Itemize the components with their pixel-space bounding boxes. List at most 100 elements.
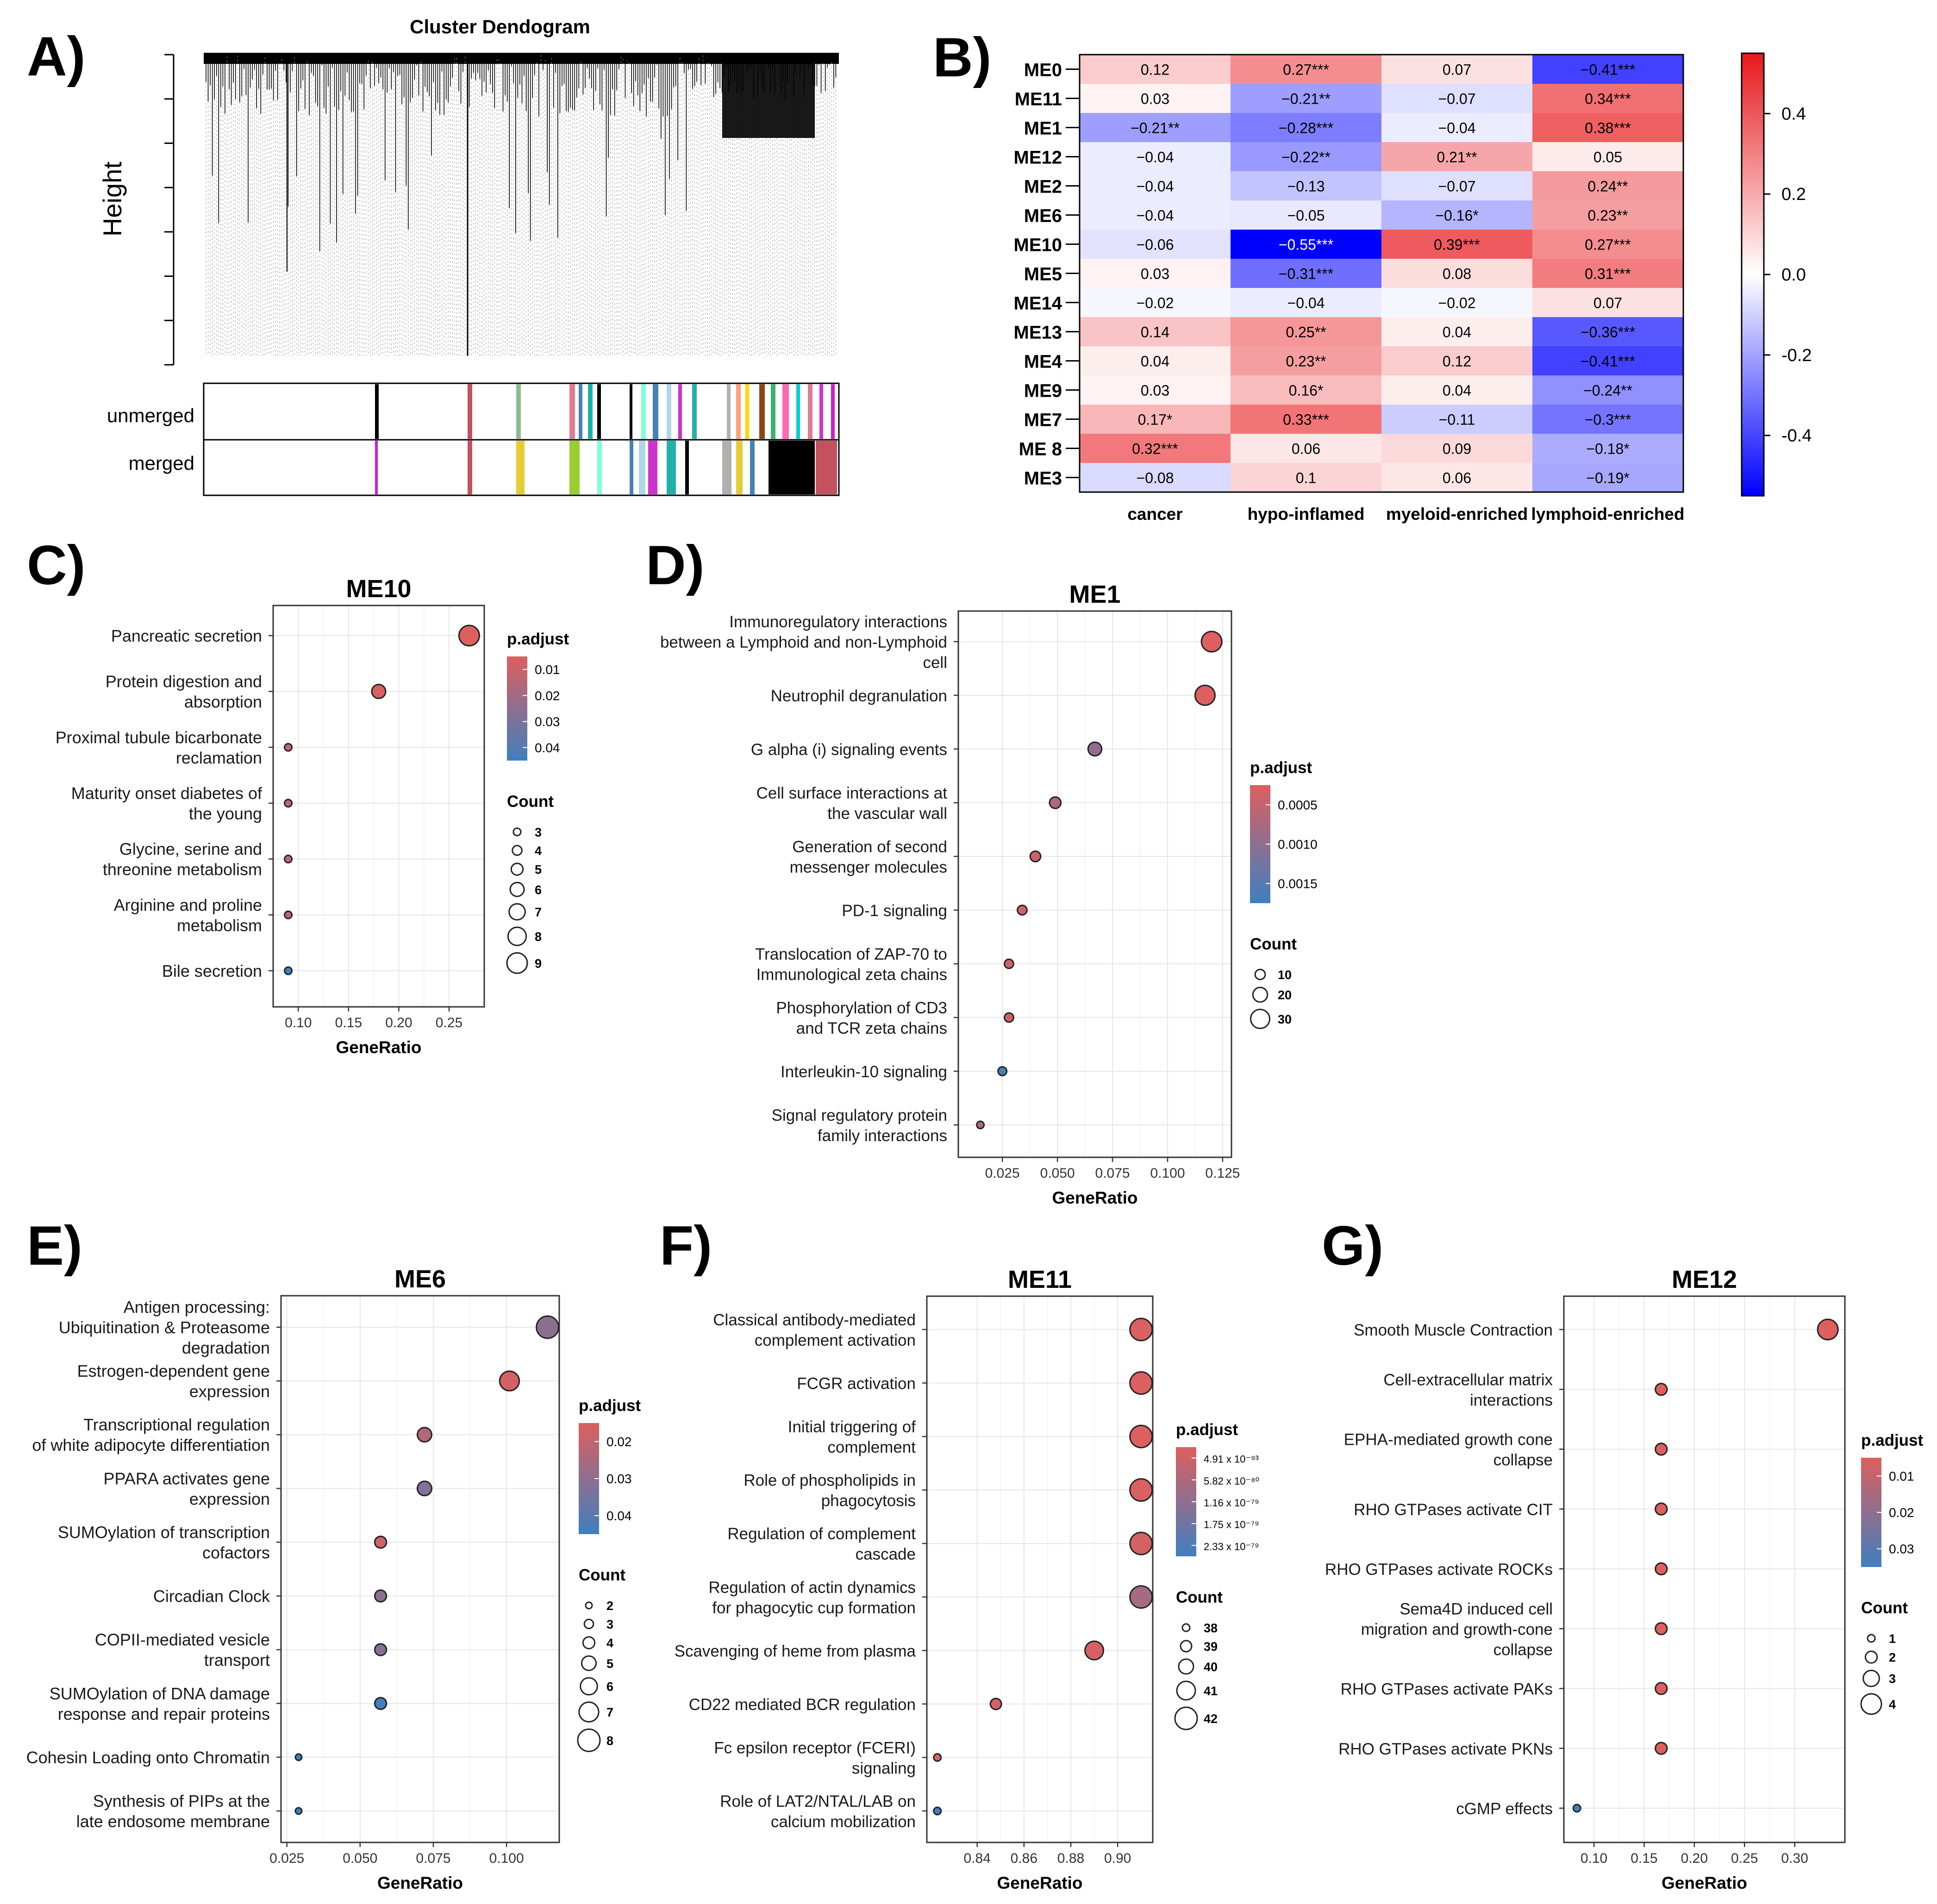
legend-size-circle [509, 881, 525, 897]
legend-size-label: 30 [1278, 1012, 1292, 1026]
dotplot-term-label: response and repair proteins [58, 1704, 270, 1723]
dotplot-point [1129, 1424, 1153, 1448]
dotplot-term-label: Synthesis of PIPs at the [93, 1792, 270, 1810]
unmerged-module-bar [667, 384, 671, 439]
dotplot-term-label: Initial triggering of [788, 1418, 916, 1436]
dotplot-term-label: Circadian Clock [153, 1587, 270, 1606]
heatmap-cell [1381, 200, 1532, 230]
merged-module-bar [685, 441, 689, 494]
legend-size-label: 2 [606, 1599, 613, 1613]
legend-size-label: 3 [606, 1617, 613, 1631]
legend-color-title: p.adjust [579, 1397, 641, 1415]
heatmap-cell-label: −0.41*** [1581, 353, 1635, 370]
dotplot-x-tick-label: 0.10 [1581, 1851, 1607, 1866]
heatmap-row-label: ME6 [1024, 206, 1062, 226]
legend-size-circle [581, 1655, 597, 1671]
legend-color-tick-label: 2.33 x 10⁻⁷⁹ [1204, 1541, 1259, 1552]
dotplot-point [1655, 1682, 1668, 1695]
dotplot-point [976, 1120, 985, 1130]
dotplot-term-label: metabolism [177, 916, 262, 935]
dotplot-x-tick-label: 0.84 [964, 1851, 991, 1866]
dendrogram-y-ticks [164, 54, 174, 366]
heatmap-cell-label: −0.04 [1137, 178, 1174, 195]
legend-size-label: 4 [606, 1636, 613, 1650]
legend-size-circle [577, 1728, 601, 1752]
heatmap-cell [1231, 230, 1381, 259]
heatmap-cell [1532, 142, 1683, 171]
dotplot-term-label: Phosphorylation of CD3 [776, 999, 947, 1017]
unmerged-module-bar [808, 384, 812, 439]
legend-size-circle [582, 1636, 596, 1649]
dotplot-point [1655, 1742, 1668, 1755]
dotplot-term-label: signaling [852, 1759, 916, 1777]
unmerged-module-bar [579, 384, 582, 439]
dotplot-point [294, 1753, 303, 1761]
dotplot-term-label: collapse [1493, 1451, 1553, 1469]
panel-g: G) ME12 Smooth Muscle Contraction Cell-ext… [1322, 1215, 1924, 1892]
dotplot-x-tick-label: 0.10 [285, 1015, 312, 1030]
heatmap-cell [1532, 171, 1683, 200]
merged-module-bar [630, 441, 633, 494]
legend-color-tick-label: 0.0015 [1278, 877, 1318, 891]
heatmap-cell-label: 0.25** [1286, 324, 1326, 341]
legend-size-label: 4 [535, 844, 542, 858]
dotplot-x-label: GeneRatio [1052, 1188, 1137, 1207]
colorbar-tick-label: 0.4 [1781, 104, 1806, 124]
dotplot-term-label: Sema4D induced cell [1400, 1600, 1553, 1618]
dotplot-frame [926, 1295, 1154, 1843]
heatmap-row-label: ME14 [1014, 293, 1062, 314]
panel-letter-e: E) [27, 1215, 82, 1277]
heatmap-cell [1080, 113, 1231, 142]
dotplot-term-label: degradation [182, 1338, 270, 1357]
dotplot-point [458, 624, 480, 647]
panel-letter-g: G) [1322, 1215, 1383, 1277]
legend-size-label: 5 [606, 1657, 613, 1671]
legend-size-label: 20 [1278, 988, 1292, 1002]
legend-size-circle [510, 862, 524, 876]
dotplot-title: ME12 [1672, 1266, 1737, 1293]
panel-letter-c: C) [27, 534, 86, 596]
legend-color-tick-label: 0.02 [1889, 1505, 1914, 1520]
dotplot-term-label: RHO GTPases activate ROCKs [1325, 1561, 1553, 1579]
heatmap-cell [1381, 171, 1532, 200]
heatmap-cell [1381, 259, 1532, 288]
dotplot-point [1087, 741, 1103, 757]
heatmap-cell-label: 0.34*** [1585, 91, 1631, 107]
dotplot-point [1129, 1585, 1153, 1609]
unmerged-module-bar [641, 384, 646, 439]
heatmap-cell-label: −0.11 [1439, 412, 1475, 428]
dotplot-term-label: cascade [856, 1545, 916, 1563]
merged-module-bar [722, 441, 731, 494]
dotplot-term-label: Immunoregulatory interactions [729, 613, 947, 631]
dotplot-point [1129, 1317, 1153, 1342]
dotplot-x-tick-label: 0.25 [1731, 1851, 1758, 1866]
dotplot-term-label: RHO GTPases activate PKNs [1338, 1740, 1553, 1758]
dotplot-term-label: Cell-extracellular matrix [1383, 1371, 1553, 1389]
legend-size-circle [1860, 1693, 1882, 1715]
heatmap-cell [1080, 288, 1231, 317]
heatmap-cell [1080, 375, 1231, 405]
legend-size-title: Count [1861, 1599, 1908, 1617]
heatmap-cell-label: −0.22** [1281, 149, 1331, 166]
dotplot-title: ME6 [394, 1265, 446, 1293]
dotplot-point [1084, 1640, 1105, 1661]
heatmap-cell-label: 0.14 [1141, 324, 1169, 341]
heatmap-cell-label: 0.04 [1141, 353, 1169, 370]
legend-size-circle [1181, 1623, 1191, 1632]
heatmap-row-label: ME7 [1024, 410, 1062, 431]
dotplot-x-tick-label: 0.90 [1104, 1851, 1131, 1866]
heatmap-cell [1532, 200, 1683, 230]
dotplot-point [374, 1643, 387, 1656]
dotplot-x-label: GeneRatio [377, 1873, 463, 1892]
dotplot-point [1817, 1318, 1839, 1341]
dotplot-term-label: complement activation [755, 1331, 916, 1349]
legend-color-tick-label: 0.04 [535, 741, 560, 755]
heatmap-cell-label: 0.04 [1443, 324, 1471, 341]
dotplot-term-label: cell [923, 654, 947, 672]
legend-size-circle [1254, 968, 1266, 980]
unmerged-module-bar [653, 384, 658, 439]
dotplot-point [1004, 958, 1014, 969]
heatmap-cell-label: −0.13 [1287, 178, 1325, 195]
heatmap-cell-label: −0.3*** [1585, 412, 1631, 428]
dotplot-term-label: and TCR zeta chains [796, 1019, 947, 1037]
